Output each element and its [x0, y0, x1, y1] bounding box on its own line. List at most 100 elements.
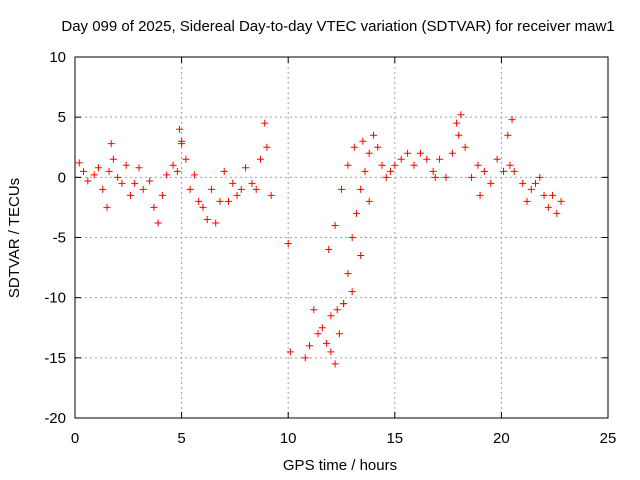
data-point — [220, 167, 228, 175]
data-point — [453, 119, 461, 127]
data-point — [318, 324, 326, 332]
data-point — [286, 348, 294, 356]
data-point — [423, 155, 431, 163]
data-point — [139, 185, 147, 193]
chart-title: Day 099 of 2025, Sidereal Day-to-day VTE… — [61, 18, 614, 35]
y-tick-label: 0 — [58, 169, 66, 186]
data-point — [397, 155, 405, 163]
data-point — [195, 197, 203, 205]
data-point — [335, 330, 343, 338]
data-point — [508, 116, 516, 124]
data-point — [461, 143, 469, 151]
data-point — [237, 185, 245, 193]
data-point — [135, 164, 143, 172]
data-point — [114, 173, 122, 181]
data-point — [476, 191, 484, 199]
data-point — [540, 191, 548, 199]
data-point — [448, 149, 456, 157]
data-point — [348, 288, 356, 296]
x-tick-label: 0 — [71, 430, 79, 447]
data-point — [500, 167, 508, 175]
data-point — [122, 161, 130, 169]
data-point — [474, 161, 482, 169]
data-point — [94, 164, 102, 172]
data-point — [242, 164, 250, 172]
data-point — [90, 171, 98, 179]
data-point — [506, 161, 514, 169]
data-point — [442, 173, 450, 181]
data-point — [182, 155, 190, 163]
data-point — [178, 137, 186, 145]
y-tick-label: -15 — [44, 350, 66, 367]
data-point — [344, 161, 352, 169]
data-point — [203, 215, 211, 223]
data-point — [263, 143, 271, 151]
data-point — [557, 197, 565, 205]
data-point — [233, 191, 241, 199]
data-point — [150, 203, 158, 211]
data-point — [365, 149, 373, 157]
data-point — [480, 167, 488, 175]
x-tick-label: 15 — [386, 430, 403, 447]
data-point — [256, 155, 264, 163]
data-point — [216, 197, 224, 205]
data-point — [369, 131, 377, 139]
y-tick-label: 10 — [49, 49, 66, 66]
data-point — [365, 197, 373, 205]
data-point — [391, 161, 399, 169]
data-point — [544, 203, 552, 211]
data-point — [323, 339, 331, 347]
data-point — [131, 179, 139, 187]
data-point — [510, 167, 518, 175]
y-tick-label: -20 — [44, 410, 66, 427]
data-point — [267, 191, 275, 199]
data-point — [118, 179, 126, 187]
data-point — [261, 119, 269, 127]
data-point — [359, 137, 367, 145]
x-tick-label: 25 — [600, 430, 617, 447]
data-point — [109, 155, 117, 163]
data-point — [549, 191, 557, 199]
data-point — [186, 185, 194, 193]
data-point — [361, 167, 369, 175]
data-point — [229, 179, 237, 187]
data-point — [310, 306, 318, 314]
data-point — [338, 185, 345, 193]
data-point — [487, 179, 495, 187]
data-point — [553, 209, 561, 217]
data-point — [350, 143, 358, 151]
data-point — [532, 179, 540, 187]
data-point — [416, 149, 424, 157]
data-point — [325, 246, 333, 254]
data-point — [348, 234, 356, 241]
data-point — [536, 173, 544, 181]
data-point — [175, 125, 183, 133]
data-point — [248, 179, 256, 187]
data-point — [225, 197, 233, 205]
x-axis-label: GPS time / hours — [283, 457, 397, 474]
grid — [75, 57, 608, 418]
data-point — [344, 270, 352, 278]
y-tick-label: 5 — [58, 109, 66, 126]
y-axis-ticks: -20 -15 -10 -5 0 5 10 — [44, 49, 608, 427]
data-point — [207, 185, 215, 193]
data-point — [333, 306, 341, 314]
data-point — [301, 354, 309, 362]
data-point — [306, 342, 314, 350]
data-point — [158, 191, 166, 199]
y-tick-label: -5 — [53, 230, 66, 247]
data-point — [387, 167, 395, 175]
data-point — [429, 167, 437, 175]
data-point — [374, 143, 382, 151]
x-tick-label: 20 — [493, 430, 510, 447]
data-point — [331, 221, 339, 229]
data-point — [340, 300, 348, 308]
data-point — [331, 360, 339, 368]
data-point — [493, 155, 501, 163]
data-point — [468, 173, 476, 181]
x-axis-ticks: 0 5 10 15 20 25 — [71, 57, 617, 447]
data-point — [84, 177, 92, 185]
data-point — [404, 149, 412, 157]
data-point — [327, 348, 335, 356]
